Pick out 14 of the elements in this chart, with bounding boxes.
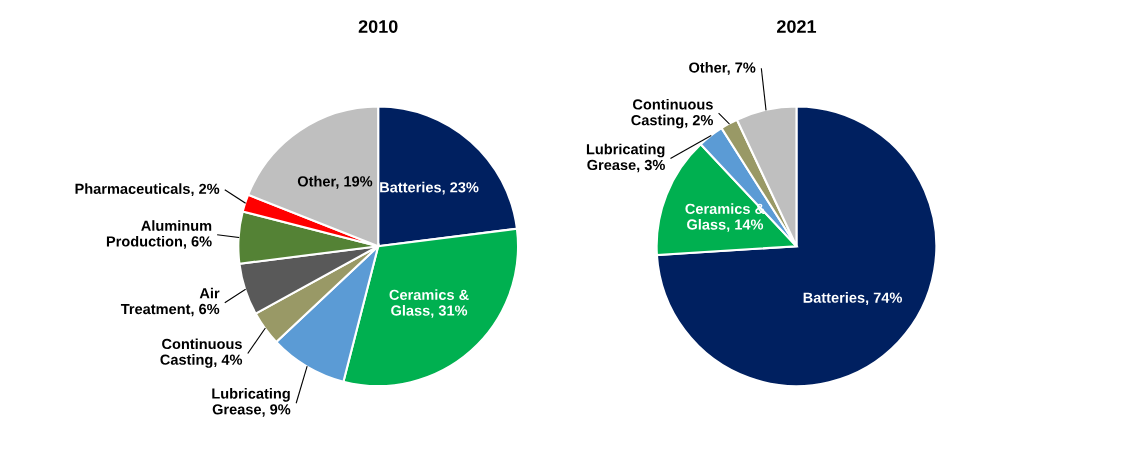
slice-label: Continuous Casting, 2%	[631, 98, 714, 129]
slice-label: Lubricating Grease, 3%	[586, 143, 665, 173]
slice-label: Pharmaceuticals, 2%	[75, 183, 220, 197]
slice-label: Other, 19%	[297, 175, 373, 189]
slice-label: Batteries, 23%	[380, 181, 479, 195]
slice-label: Lubricating Grease, 9%	[212, 388, 291, 417]
chart-title: 2010	[358, 20, 398, 33]
slice-label: Aluminum Production, 6%	[106, 220, 212, 249]
slice-label: Air Treatment, 6%	[120, 287, 220, 317]
slice-label: Other, 7%	[689, 62, 756, 75]
slice-label: Ceramics & Glass, 31%	[389, 289, 469, 318]
slice-label: Batteries, 74%	[803, 292, 903, 305]
slice-label: Continuous Casting, 4%	[160, 338, 243, 368]
chart-title: 2021	[777, 20, 817, 33]
